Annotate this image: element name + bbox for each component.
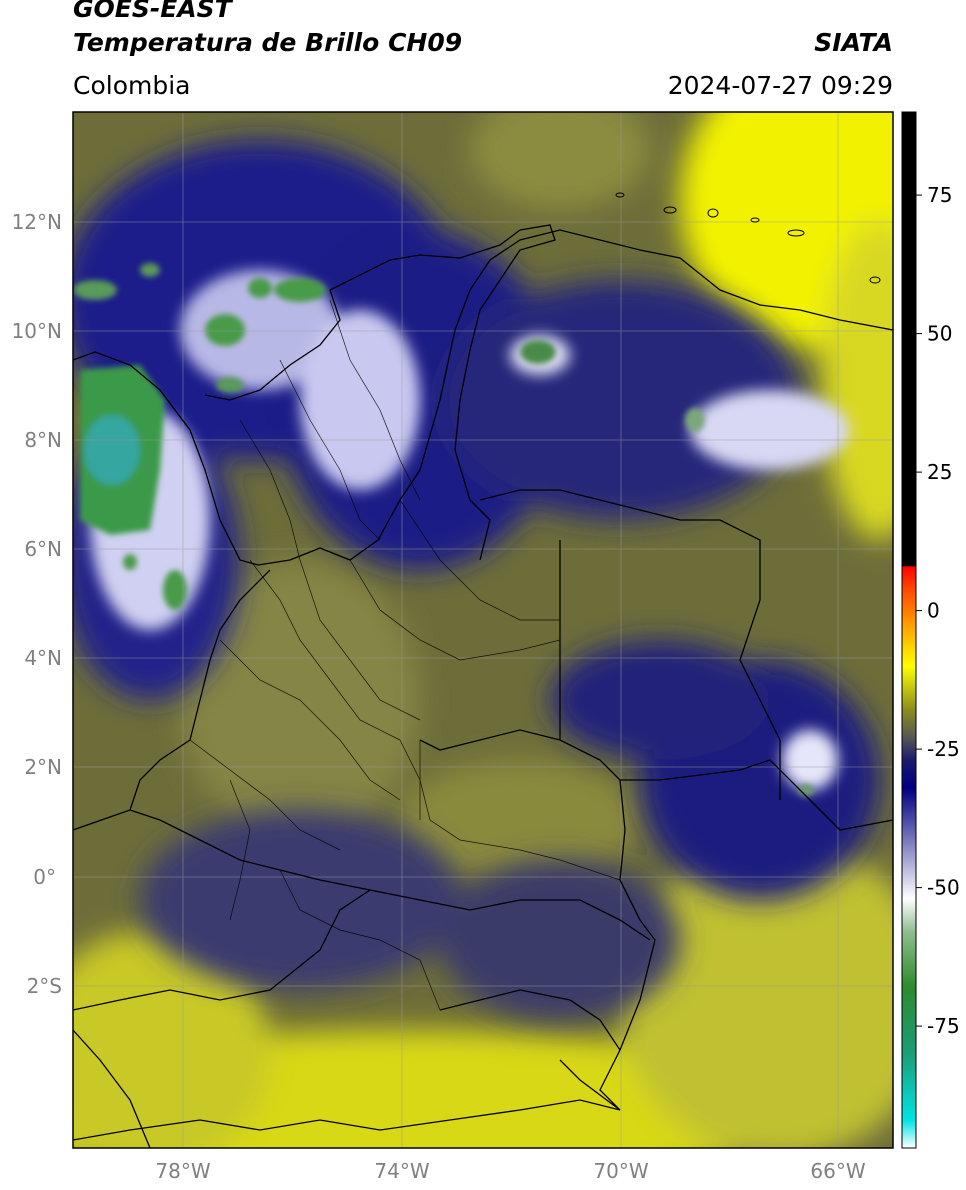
lat-label: 2°S bbox=[27, 974, 62, 998]
region-label: Colombia bbox=[73, 71, 191, 100]
satellite-image bbox=[73, 112, 893, 1148]
lon-label: 70°W bbox=[593, 1159, 648, 1183]
lat-label: 0° bbox=[33, 865, 56, 889]
graticule bbox=[73, 112, 893, 1148]
department-borders bbox=[189, 299, 621, 1011]
lon-label: 74°W bbox=[374, 1159, 429, 1183]
colorbar-tick-label: -75 bbox=[927, 1014, 960, 1038]
islands bbox=[615, 192, 881, 284]
colorbar-gradient bbox=[902, 112, 916, 1148]
colorbar-tick-label: 50 bbox=[927, 322, 952, 346]
colorbar: 75 50 25 0 -25 -50 -75 bbox=[901, 111, 960, 1149]
colorbar-tick-label: 25 bbox=[927, 460, 952, 484]
lat-label: 2°N bbox=[24, 755, 62, 779]
country-borders bbox=[73, 224, 893, 1148]
colorbar-tick-label: 0 bbox=[927, 599, 940, 623]
lat-label: 6°N bbox=[24, 537, 62, 561]
lat-label: 10°N bbox=[12, 319, 62, 343]
colorbar-tick-label: -50 bbox=[927, 876, 960, 900]
longitude-axis: 78°W 74°W 70°W 66°W bbox=[155, 1159, 865, 1183]
satellite-title: GOES-EAST bbox=[73, 0, 232, 23]
datetime-label: 2024-07-27 09:29 bbox=[667, 71, 893, 100]
lat-label: 8°N bbox=[24, 428, 62, 452]
map-frame bbox=[72, 111, 894, 1149]
lon-label: 66°W bbox=[810, 1159, 865, 1183]
agency-label: SIATA bbox=[814, 28, 893, 57]
colorbar-tick-label: -25 bbox=[927, 737, 960, 761]
colorbar-tick-label: 75 bbox=[927, 183, 952, 207]
lon-label: 78°W bbox=[155, 1159, 210, 1183]
latitude-axis: 12°N 10°N 8°N 6°N 4°N 2°N 0° 2°S bbox=[12, 210, 62, 998]
lat-label: 12°N bbox=[12, 210, 62, 234]
product-title: Temperatura de Brillo CH09 bbox=[73, 28, 463, 57]
lat-label: 4°N bbox=[24, 646, 62, 670]
